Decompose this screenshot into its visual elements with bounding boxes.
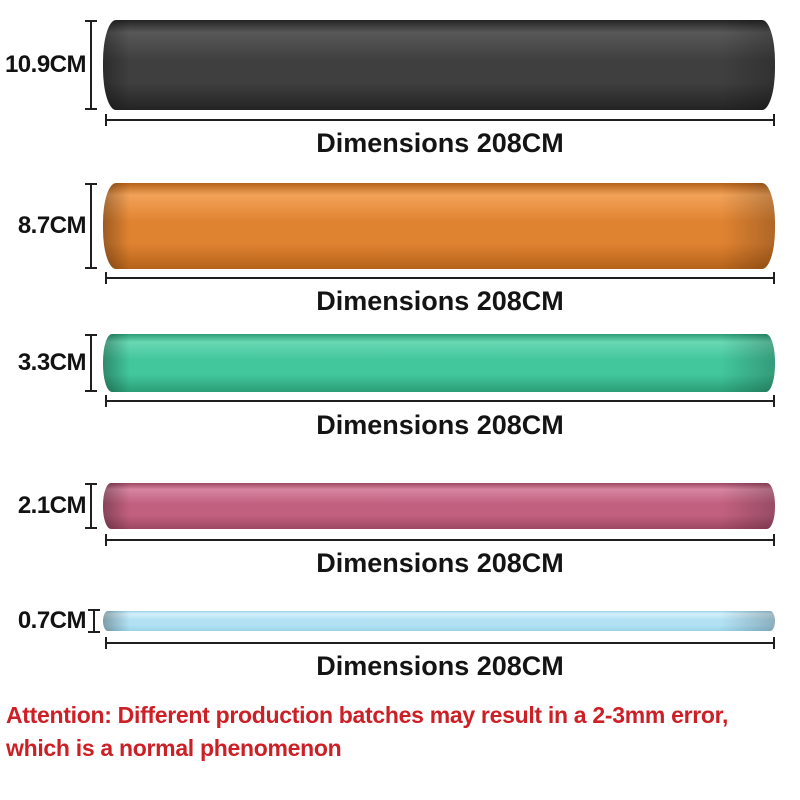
attention-line-1: Attention: Different production batches … <box>6 702 729 728</box>
band-size-label: 10.9CM <box>4 51 87 78</box>
band-dimension-label: Dimensions 208CM <box>316 651 564 681</box>
band-dimension-label: Dimensions 208CM <box>316 286 564 316</box>
height-measure-line <box>85 20 97 110</box>
band-dimension-label: Dimensions 208CM <box>316 410 564 440</box>
height-measure-line <box>85 334 97 392</box>
width-measure-line <box>105 534 775 546</box>
height-measure-line <box>85 183 97 269</box>
resistance-band-black <box>103 20 775 110</box>
band-size-label: 8.7CM <box>17 212 87 239</box>
band-dimension-label: Dimensions 208CM <box>316 128 564 158</box>
width-measure-line <box>105 637 775 649</box>
resistance-band-orange <box>103 183 775 269</box>
height-measure-line <box>88 609 100 633</box>
resistance-band-blue <box>103 611 775 631</box>
band-size-label: 0.7CM <box>17 607 87 634</box>
width-measure-line <box>105 395 775 407</box>
band-size-label: 3.3CM <box>17 349 87 376</box>
band-dimension-label: Dimensions 208CM <box>316 548 564 578</box>
resistance-band-pink <box>103 483 775 529</box>
attention-text: Attention: Different production batches … <box>6 699 798 765</box>
band-size-label: 2.1CM <box>17 492 87 519</box>
width-measure-line <box>105 272 775 284</box>
resistance-band-green <box>103 334 775 392</box>
width-measure-line <box>105 114 775 126</box>
height-measure-line <box>85 483 97 529</box>
attention-line-2: which is a normal phenomenon <box>6 735 342 761</box>
